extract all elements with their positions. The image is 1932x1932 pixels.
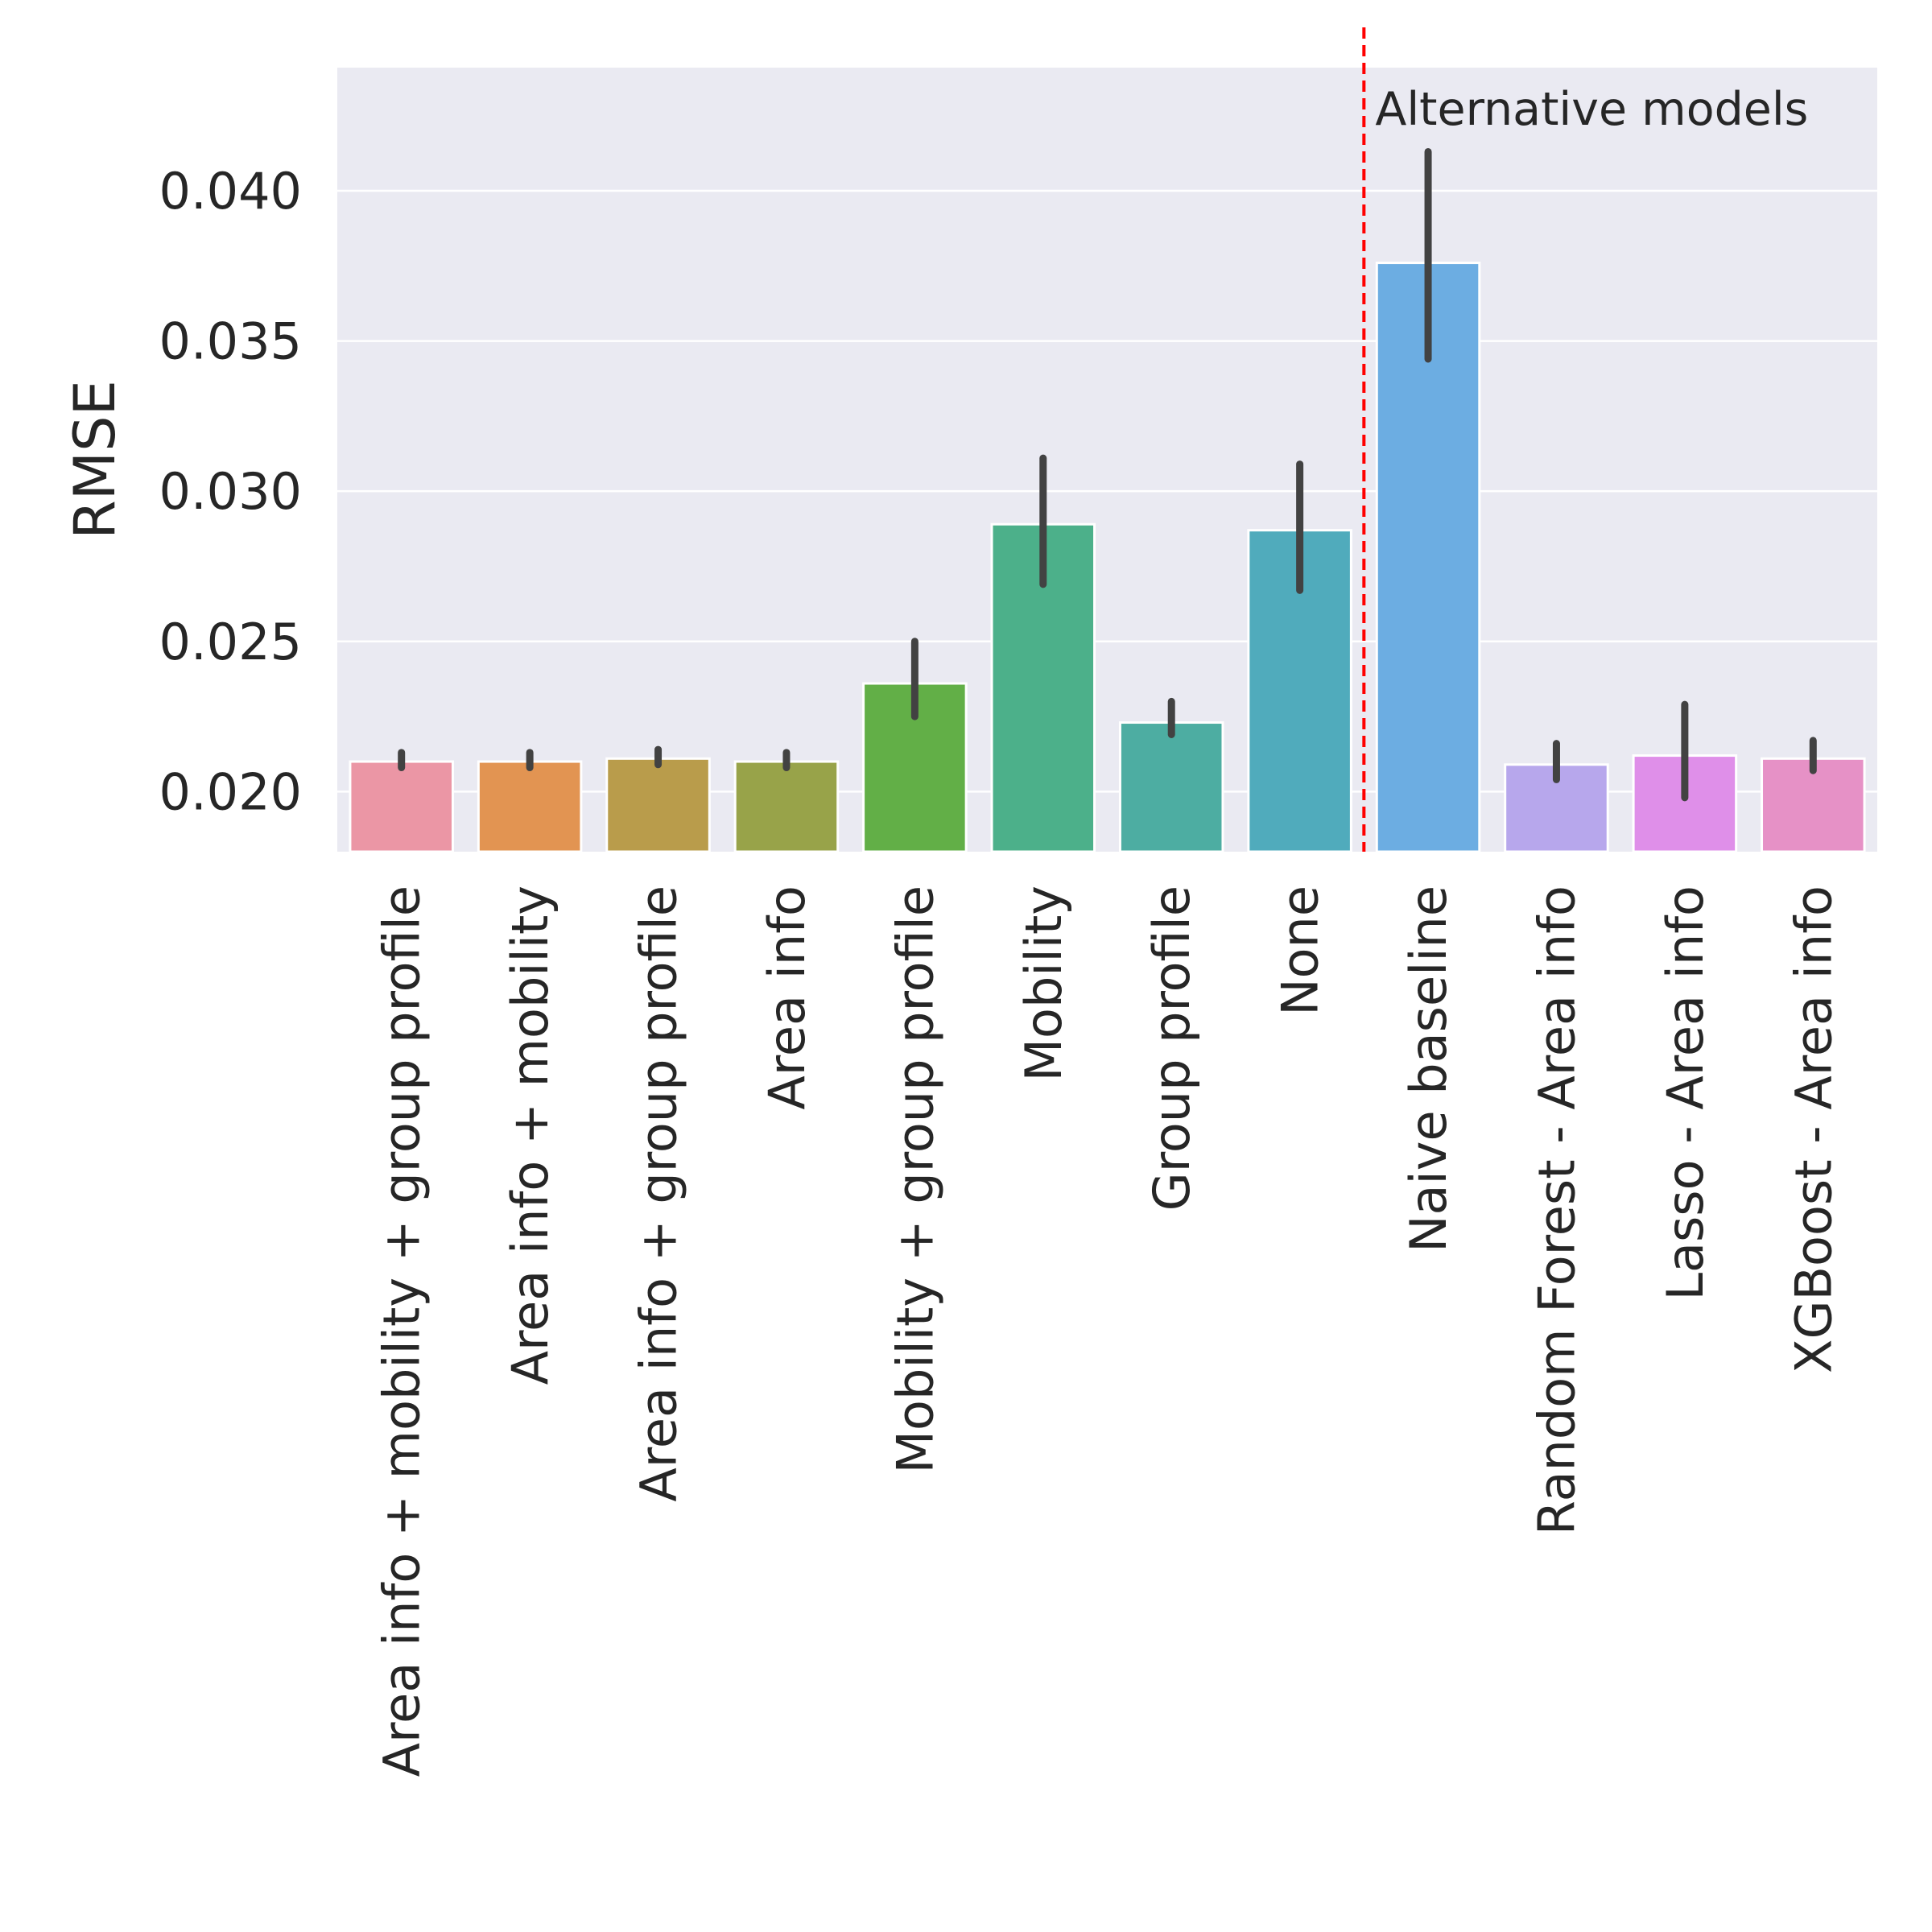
x-tick-label: Mobility: [1014, 886, 1073, 1081]
x-tick-label: None: [1271, 886, 1330, 1016]
x-tick-label: Mobility + group profile: [886, 886, 944, 1473]
x-tick-label: Random Forest - Area info: [1527, 886, 1586, 1535]
error-bars: [398, 147, 1817, 802]
x-tick-label: Lasso - Area info: [1656, 886, 1715, 1301]
plot-background: [337, 68, 1877, 852]
x-tick-label: XGBoost - Area info: [1784, 886, 1843, 1373]
bar: [349, 760, 454, 853]
annotation-alternative-models: Alternative models: [1375, 83, 1808, 136]
bar: [605, 757, 711, 853]
bar: [733, 760, 840, 853]
y-tick-labels: 0.020 0.025 0.030 0.035 0.040: [159, 162, 303, 821]
x-tick-label: Area info + mobility + group profile: [373, 886, 431, 1777]
y-tick-label: 0.025: [159, 613, 303, 671]
x-tick-label: Area info + mobility: [501, 886, 559, 1385]
x-tick-label: Group profile: [1142, 886, 1201, 1211]
y-tick-label: 0.030: [159, 462, 303, 521]
y-tick-label: 0.040: [159, 162, 303, 221]
x-tick-label: Naive baseline: [1399, 886, 1458, 1253]
gridlines: [337, 189, 1877, 793]
x-tick-label: Area info: [758, 886, 816, 1110]
x-tick-labels: Area info + mobility + group profile Area…: [373, 886, 1843, 1777]
x-tick-label: Area info + group profile: [630, 886, 688, 1502]
y-axis-label: RMSE: [62, 380, 128, 539]
y-tick-label: 0.035: [159, 312, 303, 371]
bar: [477, 760, 583, 853]
bar: [1118, 721, 1224, 853]
y-tick-label: 0.020: [159, 762, 303, 821]
